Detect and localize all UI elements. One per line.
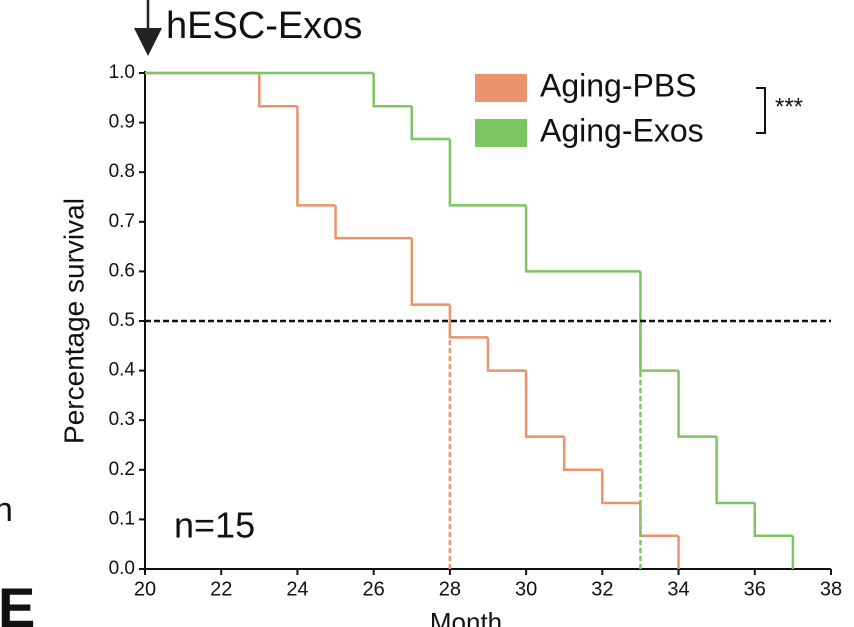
survival-step xyxy=(448,304,488,339)
sample-size: n=15 xyxy=(174,505,255,546)
fragment-text: E xyxy=(0,576,35,627)
y-tick-label: 0.3 xyxy=(109,409,135,430)
survival-step xyxy=(410,106,450,141)
survival-step xyxy=(753,503,793,538)
y-tick-label: 1.0 xyxy=(109,62,135,83)
survival-step xyxy=(601,469,641,505)
significance-bracket xyxy=(756,87,766,134)
x-axis-title: Month xyxy=(430,607,502,627)
survival-step xyxy=(715,436,755,505)
legend-swatch xyxy=(475,119,527,147)
x-tick-label: 26 xyxy=(363,578,385,600)
legend-label: Aging-PBS xyxy=(540,67,697,103)
survival-step xyxy=(486,337,527,372)
significance: *** xyxy=(775,93,803,120)
x-tick-label: 30 xyxy=(515,578,537,600)
legend-swatch xyxy=(475,74,527,102)
y-tick-label: 0.1 xyxy=(109,508,135,529)
y-axis-title: Percentage survival xyxy=(58,198,89,444)
x-tick-label: 24 xyxy=(286,578,308,600)
survival-step xyxy=(258,73,298,108)
x-tick-label: 36 xyxy=(744,578,766,600)
survival-step xyxy=(410,238,450,306)
survival-step xyxy=(372,73,412,108)
survival-step xyxy=(524,205,641,273)
x-tick-label: 38 xyxy=(820,578,842,600)
fragment-text: n xyxy=(0,491,13,529)
y-tick-label: 0.0 xyxy=(109,558,135,579)
survival-step xyxy=(524,370,565,438)
y-tick-label: 0.6 xyxy=(109,260,135,281)
survival-step xyxy=(448,138,527,207)
x-tick-label: 28 xyxy=(439,578,461,600)
y-tick-label: 0.8 xyxy=(109,161,135,182)
y-tick-label: 0.7 xyxy=(109,211,135,232)
survival-step xyxy=(562,436,603,472)
legend-label: Aging-Exos xyxy=(540,112,704,148)
y-tick-label: 0.9 xyxy=(109,112,135,133)
y-tick-label: 0.2 xyxy=(109,459,135,480)
survival-step xyxy=(639,503,679,538)
top-label: hESC-Exos xyxy=(166,5,362,47)
arrow-head xyxy=(134,28,162,56)
survival-step xyxy=(677,370,717,438)
survival-step xyxy=(296,106,336,207)
survival-step xyxy=(334,205,412,240)
survival-step xyxy=(639,271,679,372)
y-tick-label: 0.5 xyxy=(109,310,135,331)
y-tick-label: 0.4 xyxy=(109,360,136,381)
x-tick-label: 22 xyxy=(210,578,232,600)
x-tick-label: 34 xyxy=(667,578,689,600)
x-tick-label: 20 xyxy=(134,578,156,600)
x-tick-label: 32 xyxy=(591,578,613,600)
